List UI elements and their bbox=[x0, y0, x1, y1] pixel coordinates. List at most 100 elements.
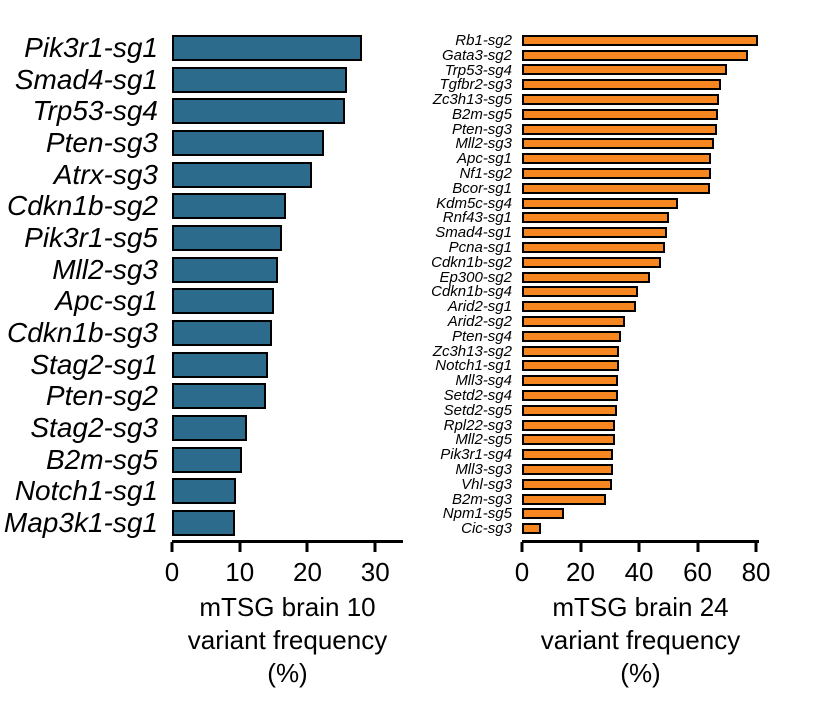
bar bbox=[522, 182, 711, 194]
category-label: Mll2-sg3 bbox=[52, 253, 158, 285]
bar bbox=[172, 288, 275, 315]
bar-row: Cic-sg3 bbox=[414, 521, 828, 536]
bar bbox=[522, 523, 542, 535]
category-label: Rpl22-sg3 bbox=[443, 416, 512, 434]
category-label: Setd2-sg4 bbox=[443, 387, 512, 405]
category-label: Nf1-sg2 bbox=[459, 165, 512, 183]
bar-row: Stag2-sg3 bbox=[0, 412, 414, 444]
x-axis: 0 10 20 30 bbox=[165, 540, 403, 585]
bar bbox=[522, 227, 668, 239]
bar-row: Bcor-sg1 bbox=[414, 181, 828, 196]
bar bbox=[172, 383, 267, 410]
bar bbox=[522, 108, 719, 120]
bar-rows: Pik3r1-sg1 Smad4-sg1 Trp53-sg4 Pten-sg3 Atrx… bbox=[0, 32, 414, 539]
bar bbox=[522, 360, 619, 372]
bar bbox=[522, 478, 613, 490]
bar bbox=[522, 464, 613, 475]
category-label: Trp53-sg4 bbox=[32, 95, 158, 127]
bar-row: Map3k1-sg1 bbox=[0, 507, 414, 539]
x-axis-tick bbox=[579, 542, 583, 552]
x-axis-tick bbox=[520, 542, 524, 552]
bar-row: Trp53-sg4 bbox=[414, 63, 828, 78]
bar-row: Mll2-sg3 bbox=[414, 136, 828, 151]
bar-row: Rb1-sg2 bbox=[414, 33, 828, 48]
bar bbox=[522, 301, 637, 313]
bar-row: B2m-sg5 bbox=[0, 444, 414, 476]
bar-row: Pik3r1-sg5 bbox=[0, 222, 414, 254]
bar-row: Setd2-sg5 bbox=[414, 403, 828, 418]
x-axis-tick-label: 30 bbox=[360, 557, 390, 587]
bar bbox=[172, 446, 243, 473]
category-label: Pik3r1-sg4 bbox=[440, 446, 512, 464]
category-label: Map3k1-sg1 bbox=[3, 507, 158, 539]
category-label: Pik3r1-sg5 bbox=[24, 221, 158, 253]
x-axis: 0 20 40 60 80 bbox=[515, 540, 771, 585]
bar-row: Pik3r1-sg1 bbox=[0, 32, 414, 64]
x-axis-tick-label: 80 bbox=[741, 557, 771, 587]
bar-rows: Rb1-sg2 Gata3-sg2 Trp53-sg4 Tgfbr2-sg3 Zc3h1… bbox=[414, 33, 828, 536]
bar bbox=[172, 478, 237, 505]
bar-row: B2m-sg3 bbox=[414, 492, 828, 507]
category-label: Cdkn1b-sg4 bbox=[431, 283, 512, 301]
bar bbox=[522, 404, 617, 416]
bar bbox=[522, 49, 749, 61]
bar-row: Notch1-sg1 bbox=[0, 476, 414, 508]
chart-mtsg-brain-10: Pik3r1-sg1 Smad4-sg1 Trp53-sg4 Pten-sg3 Atrx… bbox=[0, 32, 414, 688]
category-label: Stag2-sg1 bbox=[30, 348, 158, 380]
bar-row: Arid2-sg1 bbox=[414, 299, 828, 314]
bar-row: Apc-sg1 bbox=[414, 151, 828, 166]
category-label: Cic-sg3 bbox=[461, 520, 512, 538]
x-axis-tick bbox=[754, 542, 758, 552]
bar-row: Vhl-sg3 bbox=[414, 477, 828, 492]
x-axis-tick-label: 10 bbox=[225, 557, 255, 587]
bar bbox=[522, 449, 614, 461]
category-label: Zc3h13-sg5 bbox=[432, 91, 512, 109]
bar bbox=[522, 123, 717, 135]
bar bbox=[172, 351, 269, 378]
bar bbox=[522, 242, 666, 254]
category-label: Pten-sg3 bbox=[451, 120, 512, 138]
bar-row: Ep300-sg2 bbox=[414, 270, 828, 285]
bar-row: Atrx-sg3 bbox=[0, 159, 414, 191]
bar bbox=[172, 98, 346, 125]
category-label: Notch1-sg1 bbox=[435, 357, 512, 375]
category-label: Pten-sg4 bbox=[451, 327, 512, 345]
x-axis-tick bbox=[637, 542, 641, 552]
category-label: Trp53-sg4 bbox=[444, 61, 512, 79]
bar-row: Mll3-sg3 bbox=[414, 462, 828, 477]
category-label: Zc3h13-sg2 bbox=[432, 342, 512, 360]
category-label: Rnf43-sg1 bbox=[442, 209, 512, 227]
category-label: Notch1-sg1 bbox=[14, 475, 158, 507]
bar bbox=[522, 271, 651, 283]
bar bbox=[172, 129, 325, 156]
x-axis-tick-label: 60 bbox=[683, 557, 713, 587]
category-label: Arid2-sg1 bbox=[447, 298, 512, 316]
category-label: Cdkn1b-sg2 bbox=[7, 190, 158, 222]
x-axis-tick-label: 20 bbox=[293, 557, 322, 587]
bar bbox=[522, 493, 607, 505]
category-label: Vhl-sg3 bbox=[461, 475, 512, 493]
bar-row: Apc-sg1 bbox=[0, 286, 414, 318]
category-label: Apc-sg1 bbox=[456, 150, 512, 168]
bar-row: Arid2-sg2 bbox=[414, 314, 828, 329]
category-label: Pten-sg2 bbox=[45, 380, 158, 412]
bar bbox=[522, 419, 616, 431]
category-label: Ep300-sg2 bbox=[439, 268, 512, 286]
category-label: B2m-sg5 bbox=[45, 443, 158, 475]
bar-row: Setd2-sg4 bbox=[414, 388, 828, 403]
x-axis-tick bbox=[170, 542, 174, 552]
bar bbox=[522, 153, 711, 165]
category-label: Smad4-sg1 bbox=[435, 224, 512, 242]
bar bbox=[522, 434, 615, 446]
bar bbox=[172, 34, 362, 61]
bar bbox=[172, 510, 235, 537]
bar-row: Trp53-sg4 bbox=[0, 95, 414, 127]
bar bbox=[522, 138, 714, 150]
category-label: Stag2-sg3 bbox=[30, 412, 158, 444]
category-label: Npm1-sg5 bbox=[442, 505, 512, 523]
category-label: Arid2-sg2 bbox=[447, 313, 512, 331]
bar-row: Pten-sg2 bbox=[0, 381, 414, 413]
bar bbox=[522, 197, 679, 209]
category-label: Mll2-sg5 bbox=[455, 431, 512, 449]
bar-row: Pten-sg3 bbox=[0, 127, 414, 159]
